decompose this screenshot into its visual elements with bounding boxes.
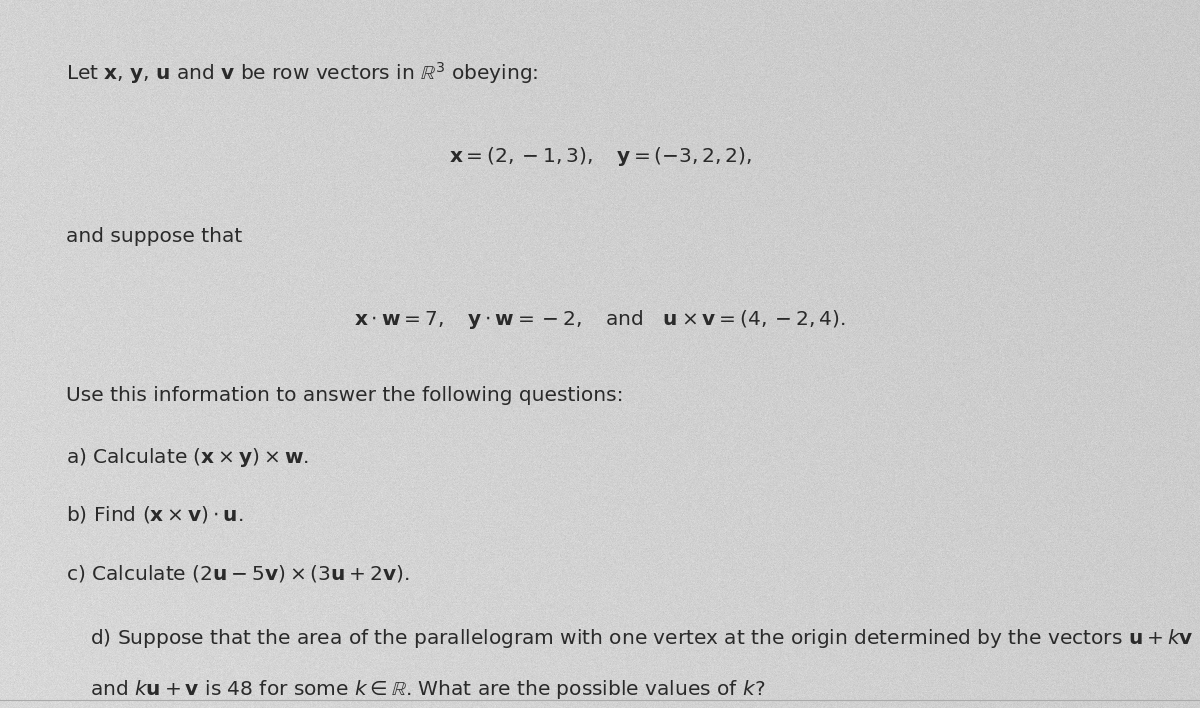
Text: b) Find $(\mathbf{x} \times \mathbf{v}) \cdot \mathbf{u}$.: b) Find $(\mathbf{x} \times \mathbf{v}) …: [66, 504, 244, 525]
Text: c) Calculate $(2\mathbf{u} - 5\mathbf{v}) \times (3\mathbf{u} + 2\mathbf{v})$.: c) Calculate $(2\mathbf{u} - 5\mathbf{v}…: [66, 563, 409, 584]
Text: $\mathbf{x} = (2, -1, 3), \quad \mathbf{y} = (-3, 2, 2),$: $\mathbf{x} = (2, -1, 3), \quad \mathbf{…: [449, 145, 751, 168]
Text: Use this information to answer the following questions:: Use this information to answer the follo…: [66, 386, 624, 405]
Text: Let $\mathbf{x}$, $\mathbf{y}$, $\mathbf{u}$ and $\mathbf{v}$ be row vectors in : Let $\mathbf{x}$, $\mathbf{y}$, $\mathbf…: [66, 60, 539, 86]
Text: and suppose that: and suppose that: [66, 227, 242, 246]
Text: d) Suppose that the area of the parallelogram with one vertex at the origin dete: d) Suppose that the area of the parallel…: [90, 627, 1194, 649]
Text: and $k\mathbf{u} + \mathbf{v}$ is 48 for some $k \in \mathbb{R}$. What are the p: and $k\mathbf{u} + \mathbf{v}$ is 48 for…: [90, 678, 766, 700]
Text: $\mathbf{x} \cdot \mathbf{w} = 7, \quad \mathbf{y} \cdot \mathbf{w} = -2, \quad : $\mathbf{x} \cdot \mathbf{w} = 7, \quad …: [354, 308, 846, 331]
Text: a) Calculate $(\mathbf{x} \times \mathbf{y}) \times \mathbf{w}$.: a) Calculate $(\mathbf{x} \times \mathbf…: [66, 446, 310, 469]
